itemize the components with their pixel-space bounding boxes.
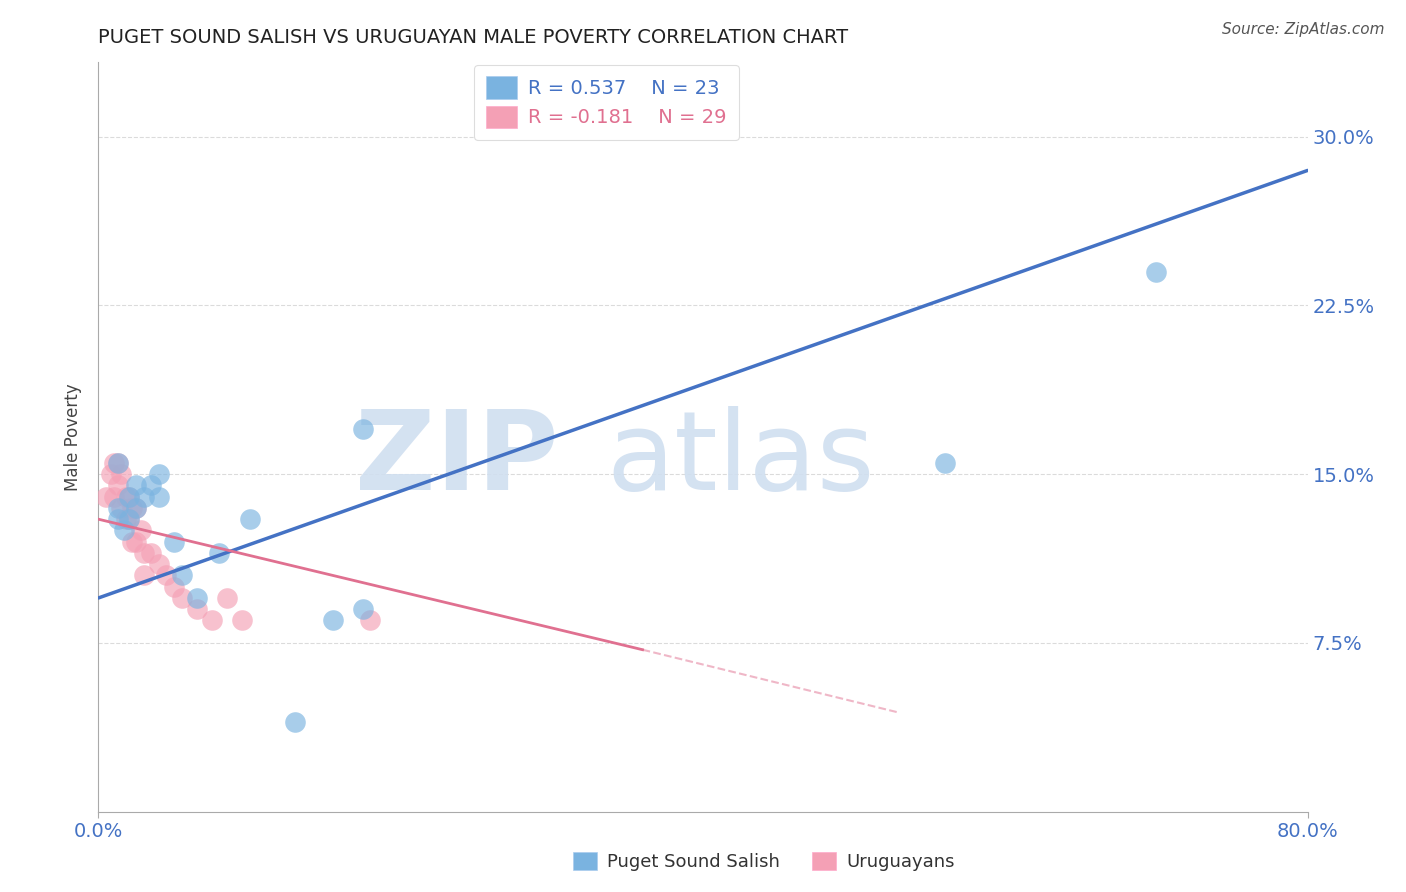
Point xyxy=(352,422,374,436)
Point xyxy=(103,490,125,504)
Point xyxy=(170,568,193,582)
Text: Puget Sound Salish: Puget Sound Salish xyxy=(607,853,780,871)
Point xyxy=(215,591,238,605)
Point xyxy=(114,512,136,526)
Text: ZIP: ZIP xyxy=(354,406,558,513)
Point xyxy=(170,591,193,605)
Point xyxy=(148,558,170,572)
Point xyxy=(100,467,122,482)
Y-axis label: Male Poverty: Male Poverty xyxy=(65,384,83,491)
Point xyxy=(208,546,231,560)
Point xyxy=(186,591,208,605)
Point xyxy=(125,534,148,549)
Text: Source: ZipAtlas.com: Source: ZipAtlas.com xyxy=(1222,22,1385,37)
Point xyxy=(201,614,224,628)
Point xyxy=(118,512,141,526)
Text: Uruguayans: Uruguayans xyxy=(846,853,955,871)
Point xyxy=(121,500,143,515)
Point xyxy=(934,456,956,470)
Point xyxy=(148,490,170,504)
Point xyxy=(239,512,262,526)
Point xyxy=(94,490,117,504)
Legend: R = 0.537    N = 23, R = -0.181    N = 29: R = 0.537 N = 23, R = -0.181 N = 29 xyxy=(474,64,738,140)
Text: PUGET SOUND SALISH VS URUGUAYAN MALE POVERTY CORRELATION CHART: PUGET SOUND SALISH VS URUGUAYAN MALE POV… xyxy=(98,28,849,47)
Point xyxy=(163,580,186,594)
Point xyxy=(118,490,141,504)
Point xyxy=(125,500,148,515)
Point xyxy=(148,467,170,482)
Point xyxy=(103,456,125,470)
Point xyxy=(186,602,208,616)
Point xyxy=(132,568,155,582)
Point xyxy=(132,490,155,504)
Point xyxy=(1144,265,1167,279)
Point xyxy=(231,614,253,628)
Point xyxy=(107,500,129,515)
Point xyxy=(107,456,129,470)
Point xyxy=(155,568,177,582)
Point xyxy=(114,490,136,504)
Point xyxy=(125,478,148,492)
Text: atlas: atlas xyxy=(606,406,875,513)
Point xyxy=(125,500,148,515)
Point xyxy=(141,478,163,492)
Point xyxy=(110,467,132,482)
Point xyxy=(118,512,141,526)
Point xyxy=(107,456,129,470)
Point xyxy=(107,512,129,526)
Point xyxy=(107,478,129,492)
Point xyxy=(352,602,374,616)
Point xyxy=(360,614,382,628)
Point xyxy=(284,714,307,729)
Point xyxy=(121,534,143,549)
Point xyxy=(322,614,344,628)
Point xyxy=(141,546,163,560)
Point xyxy=(129,524,152,538)
Bar xyxy=(811,853,837,871)
Point xyxy=(118,490,141,504)
Point xyxy=(110,500,132,515)
Bar xyxy=(572,853,598,871)
Point xyxy=(112,524,135,538)
Point xyxy=(132,546,155,560)
Point xyxy=(163,534,186,549)
